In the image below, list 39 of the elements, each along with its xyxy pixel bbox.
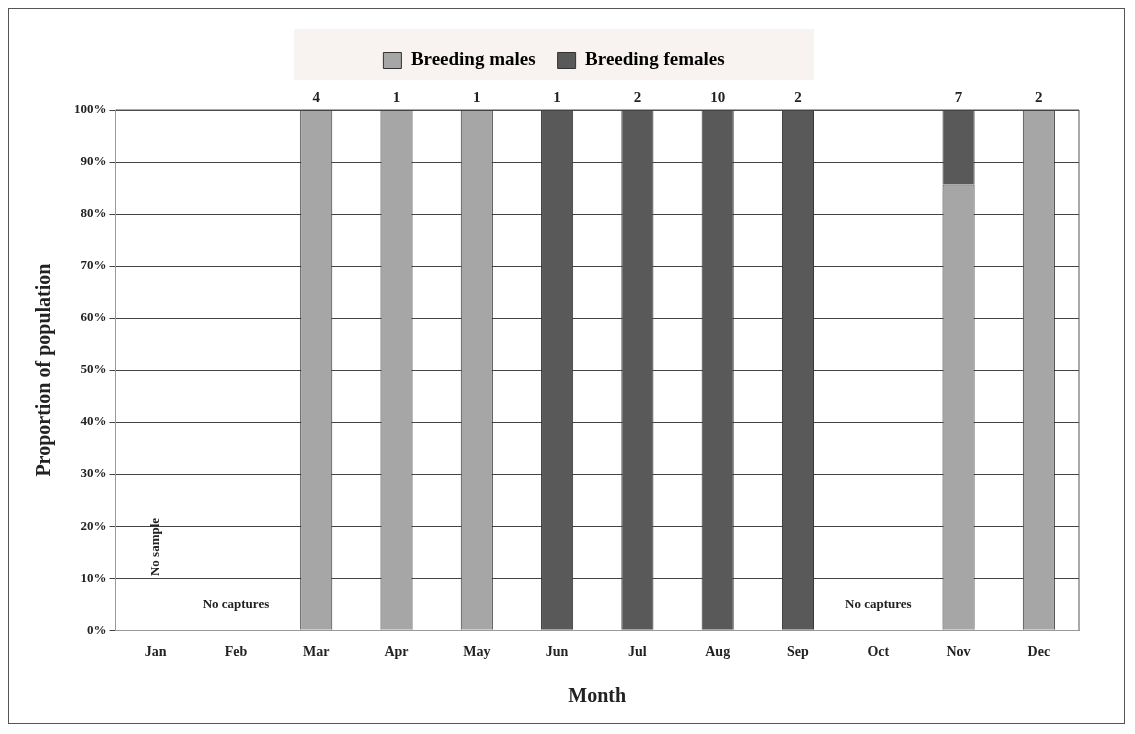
y-tick-label: 10% bbox=[80, 569, 107, 585]
y-tick-label: 0% bbox=[87, 621, 107, 637]
annotation: No captures bbox=[844, 595, 912, 611]
x-tick-label: Mar bbox=[303, 644, 330, 660]
x-tick-label: Aug bbox=[705, 644, 731, 660]
annotation: 2 bbox=[633, 89, 642, 106]
y-tick-label: 20% bbox=[80, 517, 107, 533]
y-tick-label: 30% bbox=[80, 465, 107, 481]
annotation: No captures bbox=[202, 595, 270, 611]
x-tick-label: Dec bbox=[1027, 644, 1051, 660]
y-tick-label: 80% bbox=[80, 205, 107, 221]
x-tick-label: Jun bbox=[545, 644, 569, 660]
y-tick-label: 40% bbox=[80, 413, 107, 429]
annotation: 7 bbox=[954, 89, 963, 106]
annotation: No sample bbox=[147, 517, 163, 577]
x-tick-label: May bbox=[463, 644, 491, 660]
legend-label: Breeding males bbox=[410, 48, 536, 70]
x-axis-title: Month bbox=[568, 684, 627, 707]
annotation: 2 bbox=[1035, 89, 1043, 106]
y-axis-title: Proportion of population bbox=[32, 263, 56, 477]
y-tick-label: 70% bbox=[80, 257, 107, 273]
legend-label: Breeding females bbox=[585, 48, 725, 70]
x-tick-label: Apr bbox=[384, 644, 409, 660]
y-tick-label: 50% bbox=[80, 361, 107, 377]
y-tick-label: 90% bbox=[80, 153, 107, 169]
x-tick-label: Jul bbox=[628, 644, 647, 660]
y-tick-label: 60% bbox=[80, 309, 107, 325]
annotation: 4 bbox=[312, 89, 321, 106]
annotation: 1 bbox=[553, 89, 561, 106]
x-tick-label: Oct bbox=[867, 644, 890, 660]
x-tick-label: Feb bbox=[224, 644, 248, 660]
annotation: 10 bbox=[710, 89, 726, 106]
annotation: 1 bbox=[392, 89, 401, 106]
x-tick-label: Jan bbox=[144, 644, 167, 660]
y-tick-label: 100% bbox=[74, 101, 107, 117]
annotation: 2 bbox=[794, 89, 802, 106]
x-tick-label: Nov bbox=[946, 644, 971, 660]
x-tick-label: Sep bbox=[787, 644, 810, 660]
annotation: 1 bbox=[473, 89, 481, 106]
